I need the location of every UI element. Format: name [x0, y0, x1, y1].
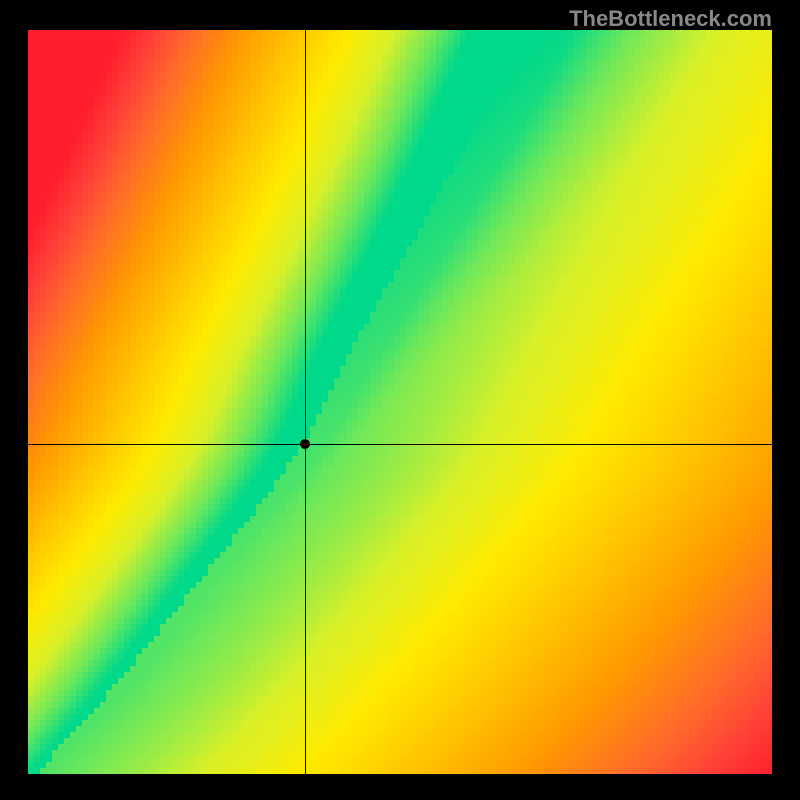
chart-container: TheBottleneck.com: [0, 0, 800, 800]
crosshair-horizontal: [28, 444, 772, 445]
heatmap-canvas: [28, 30, 772, 774]
crosshair-vertical: [305, 30, 306, 774]
heatmap-plot: [28, 30, 772, 774]
marker-dot: [300, 439, 310, 449]
watermark-text: TheBottleneck.com: [569, 6, 772, 32]
